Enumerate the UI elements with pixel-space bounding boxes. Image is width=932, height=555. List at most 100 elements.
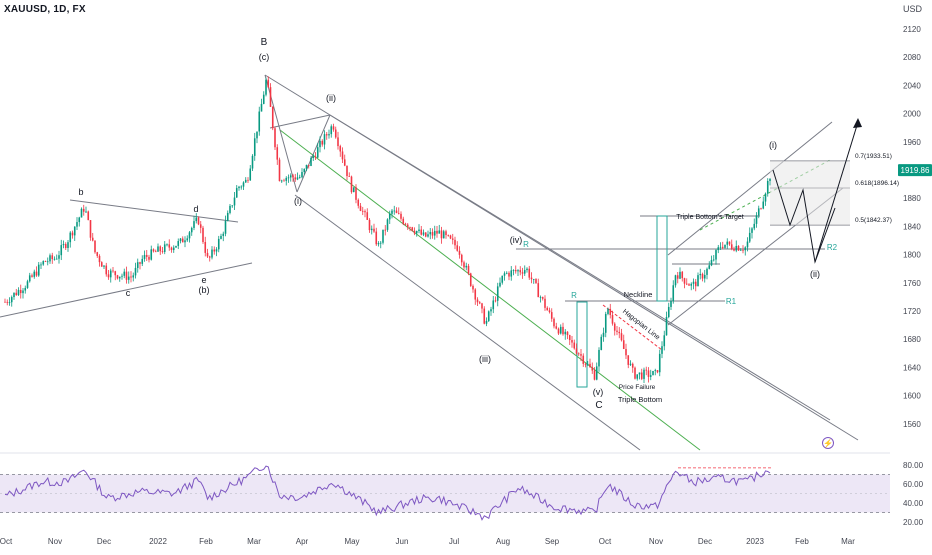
candle-body — [406, 224, 409, 228]
candle-body — [568, 335, 571, 341]
price-failure-label: Price Failure — [619, 384, 656, 391]
candle-body — [492, 300, 495, 310]
candle-body — [706, 268, 708, 275]
candle-body — [53, 258, 56, 260]
triangle-b-label: b — [78, 187, 83, 197]
candle-body — [555, 326, 558, 329]
candle-body — [229, 205, 231, 213]
candle-body — [352, 187, 355, 193]
wave-i-label: (i) — [294, 196, 302, 206]
candle-body — [652, 370, 654, 376]
candle-body — [553, 318, 555, 327]
candle-body — [721, 246, 724, 248]
candle-body — [541, 297, 544, 299]
candle-body — [654, 370, 657, 371]
candle-body — [564, 331, 567, 335]
candle-body — [287, 177, 290, 179]
candle-body — [708, 265, 711, 269]
candle-body — [449, 235, 452, 239]
candle-body — [87, 211, 90, 221]
triangle-d-label: d — [193, 204, 198, 214]
triple-bottom-label: Triple Bottom — [618, 395, 662, 404]
candle-body — [528, 268, 531, 278]
candle-body — [301, 172, 303, 178]
candle-body — [465, 265, 468, 268]
candle-body — [175, 245, 177, 248]
lightning-glyph: ⚡ — [823, 438, 833, 448]
candle-body — [535, 279, 537, 284]
candle-body — [447, 235, 450, 236]
candle-body — [573, 342, 576, 349]
candle-body — [393, 210, 396, 212]
candle-body — [438, 230, 441, 234]
wave-C-label: C — [595, 400, 602, 411]
candle-body — [364, 211, 366, 213]
candle-body — [211, 249, 213, 258]
R2-label: R2 — [827, 243, 838, 252]
candle-body — [325, 134, 328, 136]
candle-body — [154, 251, 157, 253]
candle-body — [478, 302, 481, 304]
candle-body — [382, 229, 384, 243]
candle-body — [157, 246, 159, 252]
candle-body — [726, 241, 729, 245]
candle-body — [206, 252, 209, 257]
candle-body — [699, 273, 702, 276]
candle-body — [145, 254, 148, 257]
candle-body — [717, 247, 720, 251]
candle-body — [361, 210, 364, 212]
candle-body — [613, 323, 616, 331]
candle-body — [343, 159, 346, 166]
candle-body — [665, 316, 668, 336]
candle-body — [692, 281, 695, 284]
candle-body — [368, 219, 371, 231]
candle-body — [602, 332, 605, 337]
wave-iii-label: (iii) — [479, 354, 491, 364]
lightning-icon — [822, 437, 834, 449]
price-tick-label: 1600 — [903, 392, 921, 401]
candle-body — [703, 274, 706, 279]
triangle-e-label: e — [201, 275, 206, 285]
candle-body — [748, 232, 751, 242]
candle-body — [224, 220, 227, 234]
candle-body — [679, 271, 681, 279]
wave-B-label: B — [261, 37, 268, 48]
candle-body — [420, 229, 423, 235]
candle-body — [604, 313, 607, 333]
candle-body — [429, 232, 432, 235]
time-tick-label: Dec — [698, 537, 712, 546]
candle-body — [366, 212, 369, 220]
candle-body — [481, 303, 483, 309]
currency-label: USD — [902, 4, 922, 14]
candle-body — [445, 231, 447, 236]
candle-body — [4, 301, 6, 303]
candle-body — [501, 275, 504, 283]
candle-body — [80, 208, 83, 218]
candle-body — [532, 279, 535, 280]
candle-body — [100, 262, 103, 267]
candle-body — [55, 258, 58, 260]
candle-body — [550, 312, 553, 319]
candle-body — [591, 367, 594, 371]
projected-arrow-head — [853, 118, 862, 128]
measure-box-left — [576, 301, 588, 388]
candle-body — [337, 137, 339, 147]
candle-body — [397, 213, 400, 214]
price-tick-label: 1800 — [903, 251, 921, 260]
candle-body — [539, 297, 542, 298]
time-tick-label: Feb — [199, 537, 213, 546]
candle-body — [370, 228, 373, 231]
candle-body — [645, 369, 648, 371]
candle-body — [685, 283, 688, 285]
candle-body — [123, 271, 126, 276]
candle-body — [262, 94, 265, 104]
candle-body — [656, 370, 659, 373]
candle-body — [377, 243, 380, 245]
candle-body — [715, 250, 717, 260]
candle-body — [620, 333, 623, 341]
candle-body — [586, 363, 589, 365]
candle-body — [712, 259, 715, 261]
candle-body — [724, 244, 726, 248]
